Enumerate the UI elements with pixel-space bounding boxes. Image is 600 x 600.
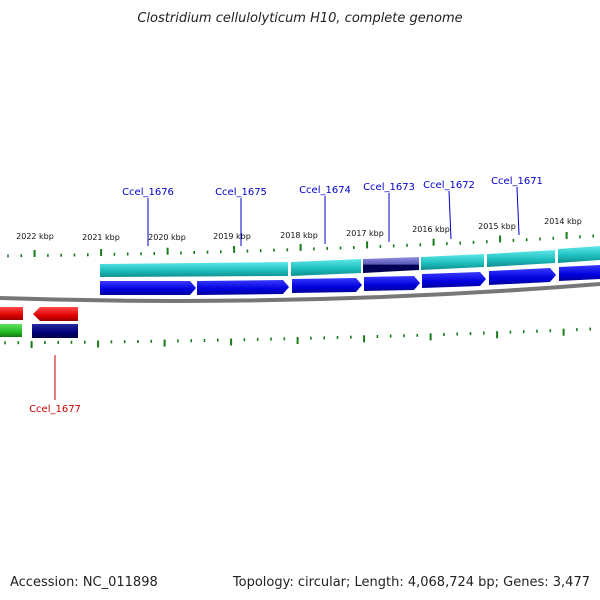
cds-arrow-reverse bbox=[33, 307, 78, 321]
gene-segment bbox=[291, 259, 361, 276]
scale-labels: 2022 kbp 2021 kbp 2020 kbp 2019 kbp 2018 kbp… bbox=[16, 217, 582, 242]
gene-segment bbox=[558, 246, 600, 263]
cds-arrow bbox=[559, 265, 600, 281]
scale-label: 2018 kbp bbox=[280, 231, 318, 240]
rna-feature bbox=[0, 324, 22, 337]
scale-label: 2021 kbp bbox=[82, 233, 120, 242]
genome-summary: Topology: circular; Length: 4,068,724 bp… bbox=[232, 575, 590, 590]
gene-label[interactable]: Ccel_1672 bbox=[423, 180, 475, 191]
cds-arrow-reverse bbox=[0, 307, 23, 320]
gene-segment-highlight bbox=[363, 257, 419, 273]
cds-track-forward bbox=[100, 265, 600, 295]
gene-leader-line bbox=[516, 186, 520, 236]
gene-labels: Ccel_1676 Ccel_1675 Ccel_1674 Ccel_1673 Ccel… bbox=[29, 176, 543, 415]
accession-text: Accession: NC_011898 bbox=[10, 575, 158, 590]
cds-arrow bbox=[489, 268, 556, 285]
scale-label: 2015 kbp bbox=[478, 222, 516, 231]
gene-track-cyan bbox=[100, 246, 600, 277]
gene-label[interactable]: Ccel_1671 bbox=[491, 176, 543, 187]
scale-label: 2017 kbp bbox=[346, 229, 384, 238]
gene-segment bbox=[100, 262, 288, 277]
gene-label[interactable]: Ccel_1677 bbox=[29, 404, 81, 415]
left-features bbox=[0, 307, 78, 338]
gene-segment-reverse bbox=[32, 324, 78, 338]
gene-label[interactable]: Ccel_1675 bbox=[215, 187, 267, 198]
scale-label: 2022 kbp bbox=[16, 232, 54, 241]
cds-arrow bbox=[422, 272, 486, 288]
genome-backbone bbox=[0, 282, 600, 303]
gene-label[interactable]: Ccel_1676 bbox=[122, 187, 174, 198]
gene-label[interactable]: Ccel_1674 bbox=[299, 185, 351, 196]
scale-ticks-lower bbox=[4, 327, 592, 349]
gene-label[interactable]: Ccel_1673 bbox=[363, 182, 415, 193]
cds-arrow bbox=[197, 280, 289, 295]
scale-ticks-upper bbox=[7, 232, 595, 258]
cds-arrow bbox=[292, 278, 362, 293]
cds-arrow bbox=[100, 281, 196, 295]
gene-segment bbox=[487, 250, 555, 267]
scale-label: 2020 kbp bbox=[148, 233, 186, 242]
scale-label: 2019 kbp bbox=[213, 232, 251, 241]
gene-leader-line bbox=[448, 190, 452, 240]
cds-arrow bbox=[364, 276, 420, 291]
gene-segment bbox=[421, 254, 484, 270]
scale-label: 2014 kbp bbox=[544, 217, 582, 226]
scale-label: 2016 kbp bbox=[412, 225, 450, 234]
map-title: Clostridium cellulolyticum H10, complete… bbox=[137, 11, 462, 26]
